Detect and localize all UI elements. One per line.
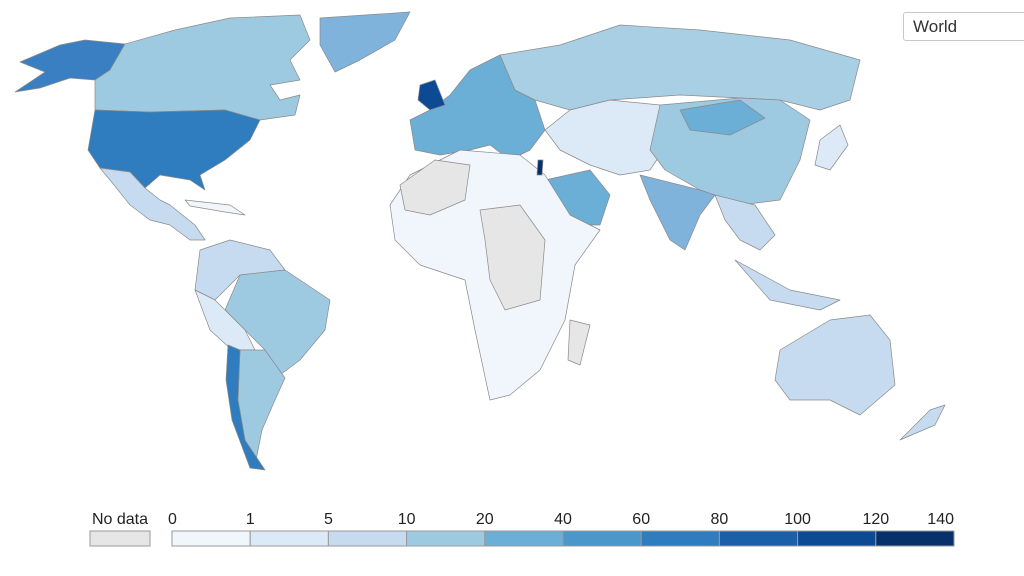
legend-label: 140 [927, 511, 954, 528]
legend-swatch [718, 530, 799, 547]
legend-swatch [406, 530, 486, 547]
country [194, 289, 256, 351]
country [319, 11, 411, 73]
legend-swatch [327, 530, 408, 547]
no-data-label: No data [92, 511, 148, 528]
country [679, 99, 766, 136]
country [99, 167, 206, 241]
legend-swatch [484, 530, 564, 547]
country [714, 194, 841, 311]
legend-label: 0 [168, 511, 177, 528]
legend-label: 40 [554, 511, 572, 528]
legend-swatch [171, 530, 251, 547]
legend-swatch [640, 530, 720, 547]
legend-swatch [249, 530, 329, 547]
country [94, 14, 311, 121]
country [814, 124, 849, 171]
legend-label: 5 [324, 511, 333, 528]
legend-label: 20 [476, 511, 494, 528]
legend-swatch [797, 530, 877, 547]
country [544, 99, 671, 176]
legend-label: 60 [632, 511, 650, 528]
legend-label: 10 [398, 511, 416, 528]
no-data-swatch [89, 530, 151, 547]
country [184, 199, 246, 216]
legend-swatch [875, 530, 955, 547]
legend-swatch [562, 530, 642, 547]
country [499, 24, 861, 111]
legend-label: 80 [711, 511, 729, 528]
country [225, 344, 266, 471]
legend-label: 100 [784, 511, 811, 528]
region-dropdown[interactable]: World [903, 12, 1024, 41]
country [536, 159, 544, 176]
country [899, 404, 946, 441]
legend-label: 1 [246, 511, 255, 528]
world-map [14, 11, 946, 471]
country [774, 314, 896, 416]
country [399, 159, 591, 366]
country [639, 174, 716, 251]
legend-label: 120 [862, 511, 889, 528]
country [417, 79, 446, 111]
